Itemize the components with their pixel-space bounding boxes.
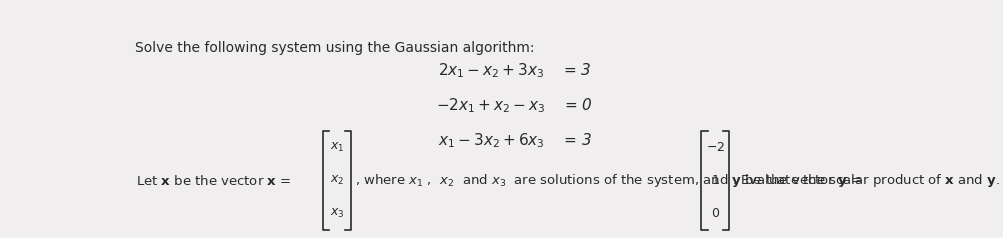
Text: , where $x_1$ ,  $x_2$  and $x_3$  are solutions of the system, and $\mathbf{y}$: , where $x_1$ , $x_2$ and $x_3$ are solu… [355, 172, 863, 189]
Text: $-2$: $-2$ [705, 141, 724, 154]
Text: . Evaluate the scalar product of $\mathbf{x}$ and $\mathbf{y}$.: . Evaluate the scalar product of $\mathb… [732, 172, 999, 189]
Text: $x_3$: $x_3$ [330, 207, 344, 220]
Text: $x_1$: $x_1$ [330, 141, 344, 154]
Text: Let $\mathbf{x}$ be the vector $\mathbf{x}$ =: Let $\mathbf{x}$ be the vector $\mathbf{… [135, 174, 292, 188]
Text: $-2x_1 + x_2 - x_3$    = 0: $-2x_1 + x_2 - x_3$ = 0 [435, 96, 593, 115]
Text: $1$: $1$ [710, 174, 719, 187]
Text: $x_1 - 3x_2 + 6x_3$    = 3: $x_1 - 3x_2 + 6x_3$ = 3 [437, 131, 591, 150]
Text: $x_2$: $x_2$ [330, 174, 344, 187]
Text: $0$: $0$ [710, 207, 719, 220]
Text: Solve the following system using the Gaussian algorithm:: Solve the following system using the Gau… [134, 41, 534, 55]
Text: $2x_1 - x_2 + 3x_3$    = 3: $2x_1 - x_2 + 3x_3$ = 3 [437, 62, 591, 80]
